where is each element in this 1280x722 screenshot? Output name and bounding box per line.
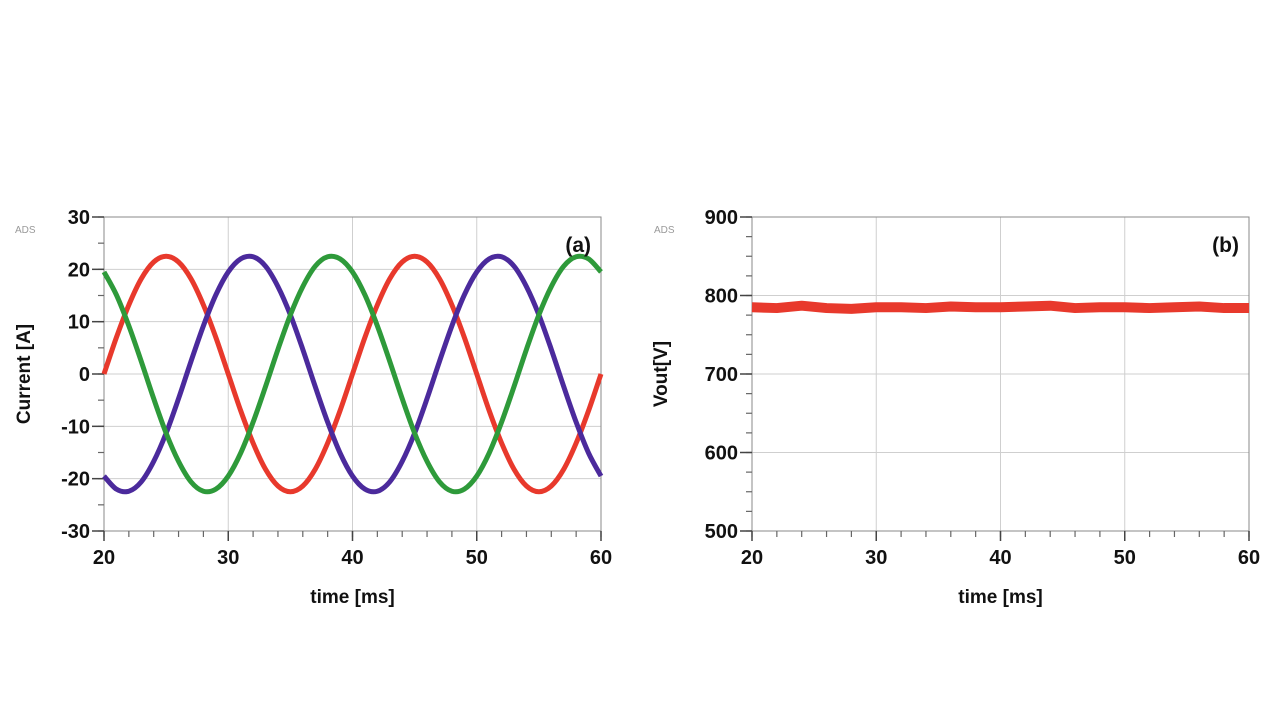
x-tick-label: 50 xyxy=(466,547,488,569)
y-axis-title: Current [A] xyxy=(14,324,35,424)
x-tick-label: 20 xyxy=(93,547,115,569)
series-phase-b xyxy=(102,253,604,495)
y-tick-label: -20 xyxy=(61,469,90,491)
y-tick-label: 20 xyxy=(68,259,90,281)
panel-label: (b) xyxy=(1212,234,1239,257)
series-phase-c xyxy=(101,253,603,495)
x-tick-label: 40 xyxy=(341,547,363,569)
y-tick-label: 500 xyxy=(705,521,738,543)
x-tick-label: 60 xyxy=(590,547,612,569)
x-tick-label: 30 xyxy=(217,547,239,569)
y-tick-label: 600 xyxy=(705,443,738,465)
x-tick-label: 60 xyxy=(1238,547,1260,569)
watermark: ADS xyxy=(15,225,36,236)
x-tick-label: 30 xyxy=(865,547,887,569)
panel-b: 20 30 40 50 60 900 800 700 600 500 (b) ADS time [ms]… xyxy=(651,207,1260,608)
x-tick-label: 20 xyxy=(741,547,763,569)
series-phase-a xyxy=(101,253,604,495)
y-tick-label: -30 xyxy=(61,521,90,543)
y-tick-label: 10 xyxy=(68,312,90,334)
y-tick-label: 900 xyxy=(705,207,738,229)
x-axis-title: time [ms] xyxy=(310,587,394,608)
panel-label: (a) xyxy=(565,234,591,257)
y-tick-label: 0 xyxy=(79,364,90,386)
panel-a: 20 30 40 50 60 30 20 10 0 -10 -20 -30 (a) ADS time [ms… xyxy=(14,207,612,608)
y-tick-label: 30 xyxy=(68,207,90,229)
y-tick-label: 800 xyxy=(705,286,738,308)
y-axis-title: Vout[V] xyxy=(651,341,672,407)
x-axis-title: time [ms] xyxy=(958,587,1042,608)
series-vout xyxy=(751,300,1249,314)
x-tick-label: 50 xyxy=(1114,547,1136,569)
y-tick-label: -10 xyxy=(61,416,90,438)
x-tick-label: 40 xyxy=(989,547,1011,569)
watermark: ADS xyxy=(654,225,675,236)
y-tick-label: 700 xyxy=(705,364,738,386)
